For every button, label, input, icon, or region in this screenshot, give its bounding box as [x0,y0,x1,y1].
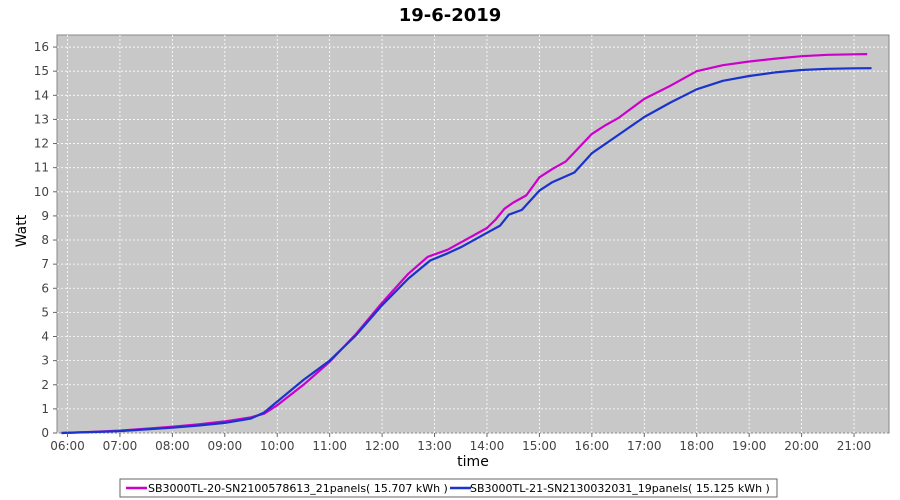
y-tick-label: 11 [34,161,49,175]
series-line-2 [61,67,872,435]
y-tick-label: 4 [41,330,49,344]
x-tick-label: 06:00 [50,439,85,453]
x-tick-label: 19:00 [732,439,767,453]
y-tick-label: 12 [34,137,49,151]
x-tick-label: 13:00 [417,439,452,453]
y-tick-label: 16 [34,40,49,54]
x-tick-label: 17:00 [627,439,662,453]
x-tick-label: 16:00 [575,439,610,453]
y-tick-label: 1 [41,402,49,416]
x-tick-label: 21:00 [837,439,872,453]
series-line-1 [61,53,868,435]
y-tick-label: 13 [34,112,49,126]
y-tick-label: 2 [41,378,49,392]
x-tick-label: 15:00 [522,439,557,453]
y-tick-label: 6 [41,281,49,295]
y-tick-label: 3 [41,354,49,368]
plot-area [56,34,890,434]
y-tick-label: 10 [34,185,49,199]
x-tick-label: 20:00 [784,439,819,453]
legend-box [119,478,778,498]
x-tick-label: 11:00 [312,439,347,453]
y-tick-label: 15 [34,64,49,78]
x-tick-label: 14:00 [470,439,505,453]
y-tick-label: 8 [41,233,49,247]
series-layer [61,53,872,435]
x-tick-label: 10:00 [260,439,295,453]
x-tick-label: 12:00 [365,439,400,453]
legend-label-1: SB3000TL-20-SN2100578613_21panels( 15.70… [148,482,448,495]
x-axis-label: time [457,454,489,470]
legend: SB3000TL-20-SN2100578613_21panels( 15.70… [119,478,778,498]
x-tick-label: 18:00 [679,439,714,453]
x-tick-label: 09:00 [208,439,243,453]
chart-title: 19-6-2019 [399,5,502,26]
y-tick-label: 7 [41,257,49,271]
y-tick-label: 0 [41,426,49,440]
x-tick-label: 08:00 [155,439,190,453]
legend-label-2: SB3000TL-21-SN2130032031_19panels( 15.12… [470,482,770,495]
y-axis-label: Watt [14,214,30,247]
x-tick-label: 07:00 [103,439,138,453]
y-tick-label: 5 [41,305,49,319]
y-tick-label: 9 [41,209,49,223]
y-tick-label: 14 [34,88,49,102]
